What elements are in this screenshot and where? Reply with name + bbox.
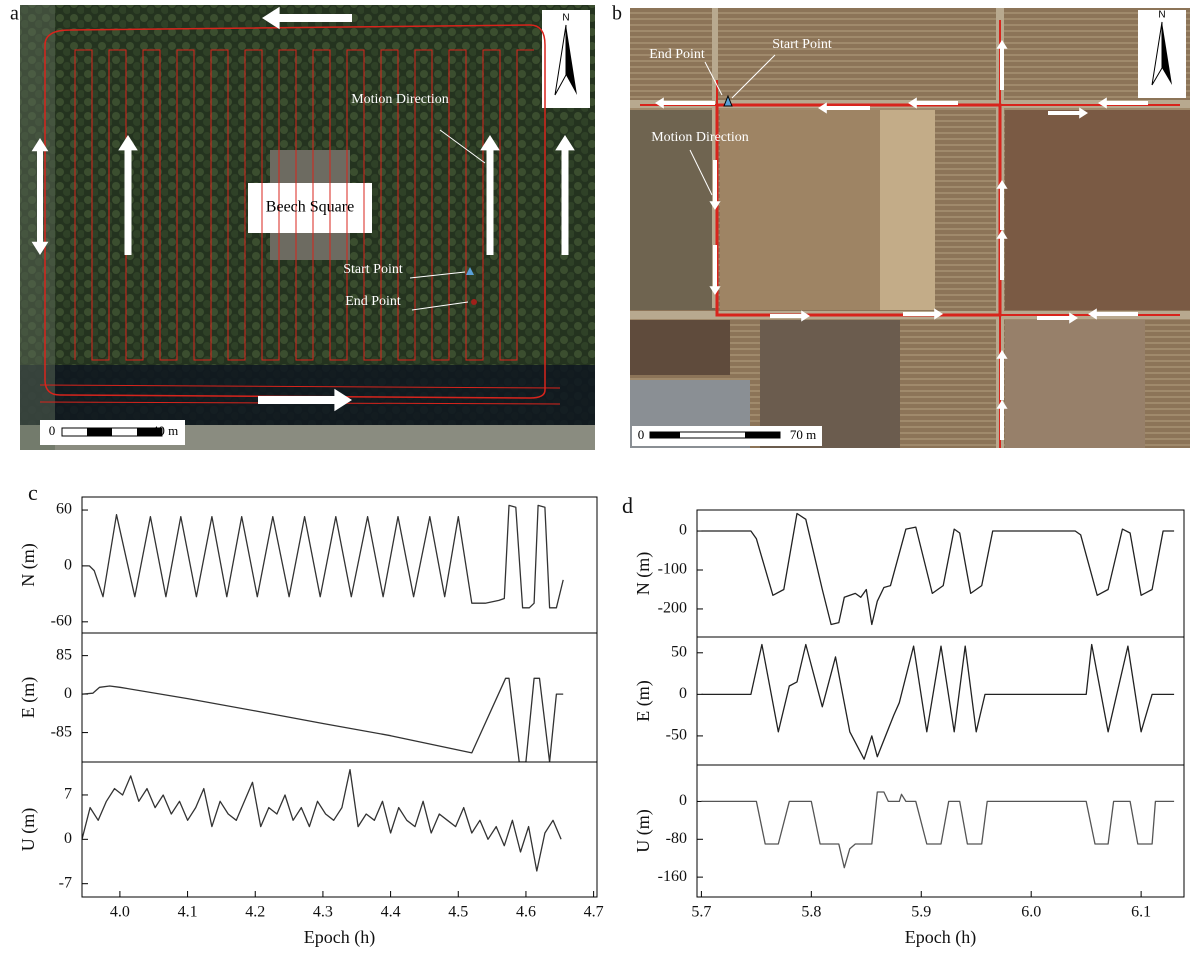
y-tick-label: -85 [51,723,72,740]
data-line [82,768,562,872]
x-tick-label: 4.4 [381,904,401,921]
x-tick-label: 6.0 [1021,904,1041,921]
y-tick-label: -7 [59,874,72,891]
annotation: End Point [649,47,705,62]
direction-arrow [1048,107,1088,119]
y-tick-label: -160 [658,868,687,885]
x-tick-label: 4.2 [245,904,265,921]
direction-arrow [1088,308,1138,320]
y-axis-label: N (m) [18,543,39,587]
x-tick-label: 5.7 [691,904,711,921]
plot-frame [696,636,1185,766]
data-line [701,512,1175,626]
plot-frame [696,764,1185,898]
annotation: Start Point [772,37,832,52]
x-tick-label: 4.5 [448,904,468,921]
panel-label: c [28,480,38,505]
route-loop [44,24,546,399]
annotation: Start Point [343,262,403,277]
map-labels: a Beech Square Motion Direction Start Po… [10,3,1166,442]
direction-arrow [709,160,721,210]
data-line [82,504,564,609]
scale-label: 70 m [790,427,816,442]
y-axis-label: U (m) [18,808,39,852]
north-label: N [1158,10,1165,21]
scale-label: 0 [638,427,645,442]
data-line [82,677,564,762]
direction-arrow [118,135,138,255]
x-tick-label: 4.0 [110,904,130,921]
y-tick-label: 0 [679,792,687,809]
direction-arrow [818,102,870,114]
y-tick-label: -50 [666,727,687,744]
direction-arrow [996,350,1008,400]
y-tick-label: -100 [658,561,687,578]
scale-label: 0 [49,423,56,438]
plot-frame [81,632,598,763]
direction-arrow [480,135,500,255]
annotation: Motion Direction [651,130,749,145]
plot-frame [696,509,1185,638]
direction-arrow [1098,97,1148,109]
route-serpentine [74,49,534,361]
direction-arrow [709,245,721,295]
y-tick-label: 0 [64,557,72,574]
direction-arrow [258,388,352,412]
arrows [31,6,1148,440]
map-a [20,5,595,450]
x-axis-label: Epoch (h) [905,927,976,948]
y-tick-label: 0 [679,685,687,702]
x-tick-label: 5.8 [801,904,821,921]
start-marker [466,267,474,275]
panel-label: a [10,3,19,25]
direction-arrow [996,40,1008,90]
end-marker [471,299,477,305]
annotation: End Point [345,294,401,309]
data-line [701,643,1175,760]
panel-label: b [612,3,622,25]
y-tick-label: 85 [56,646,72,663]
annotation: Motion Direction [351,92,449,107]
direction-arrow [31,138,49,255]
panel-label: d [622,493,633,518]
direction-arrow [555,135,575,255]
route [39,24,561,405]
direction-arrow [262,6,352,30]
y-tick-label: -200 [658,600,687,617]
y-tick-label: 7 [64,786,72,803]
y-tick-label: 0 [64,685,72,702]
direction-arrow [1037,312,1078,324]
y-axis-label: U (m) [633,809,654,853]
direction-arrow [903,308,943,320]
direction-arrow [996,180,1008,230]
y-axis-label: E (m) [633,680,654,721]
y-tick-label: 0 [64,830,72,847]
x-axis-label: Epoch (h) [304,927,375,948]
north-label: N [562,13,569,24]
x-tick-label: 4.6 [516,904,536,921]
y-tick-label: 50 [671,643,687,660]
y-axis-label: N (m) [633,552,654,596]
x-tick-label: 4.7 [584,904,604,921]
scale-label: 40 m [152,423,178,438]
direction-arrow [996,400,1008,440]
map-b [630,8,1190,448]
y-tick-label: 60 [56,501,72,518]
x-tick-label: 6.1 [1131,904,1151,921]
direction-arrow [770,310,810,322]
x-tick-label: 4.1 [178,904,198,921]
direction-arrow [655,97,715,109]
direction-arrow [908,97,958,109]
place-label: Beech Square [266,199,354,216]
x-tick-label: 5.9 [911,904,931,921]
y-axis-label: E (m) [18,677,39,718]
plot-frame [81,761,598,898]
x-tick-label: 4.3 [313,904,333,921]
direction-arrow [996,230,1008,280]
data-line [701,791,1175,869]
y-tick-label: -80 [666,830,687,847]
y-tick-label: 0 [679,522,687,539]
y-tick-label: -60 [51,612,72,629]
